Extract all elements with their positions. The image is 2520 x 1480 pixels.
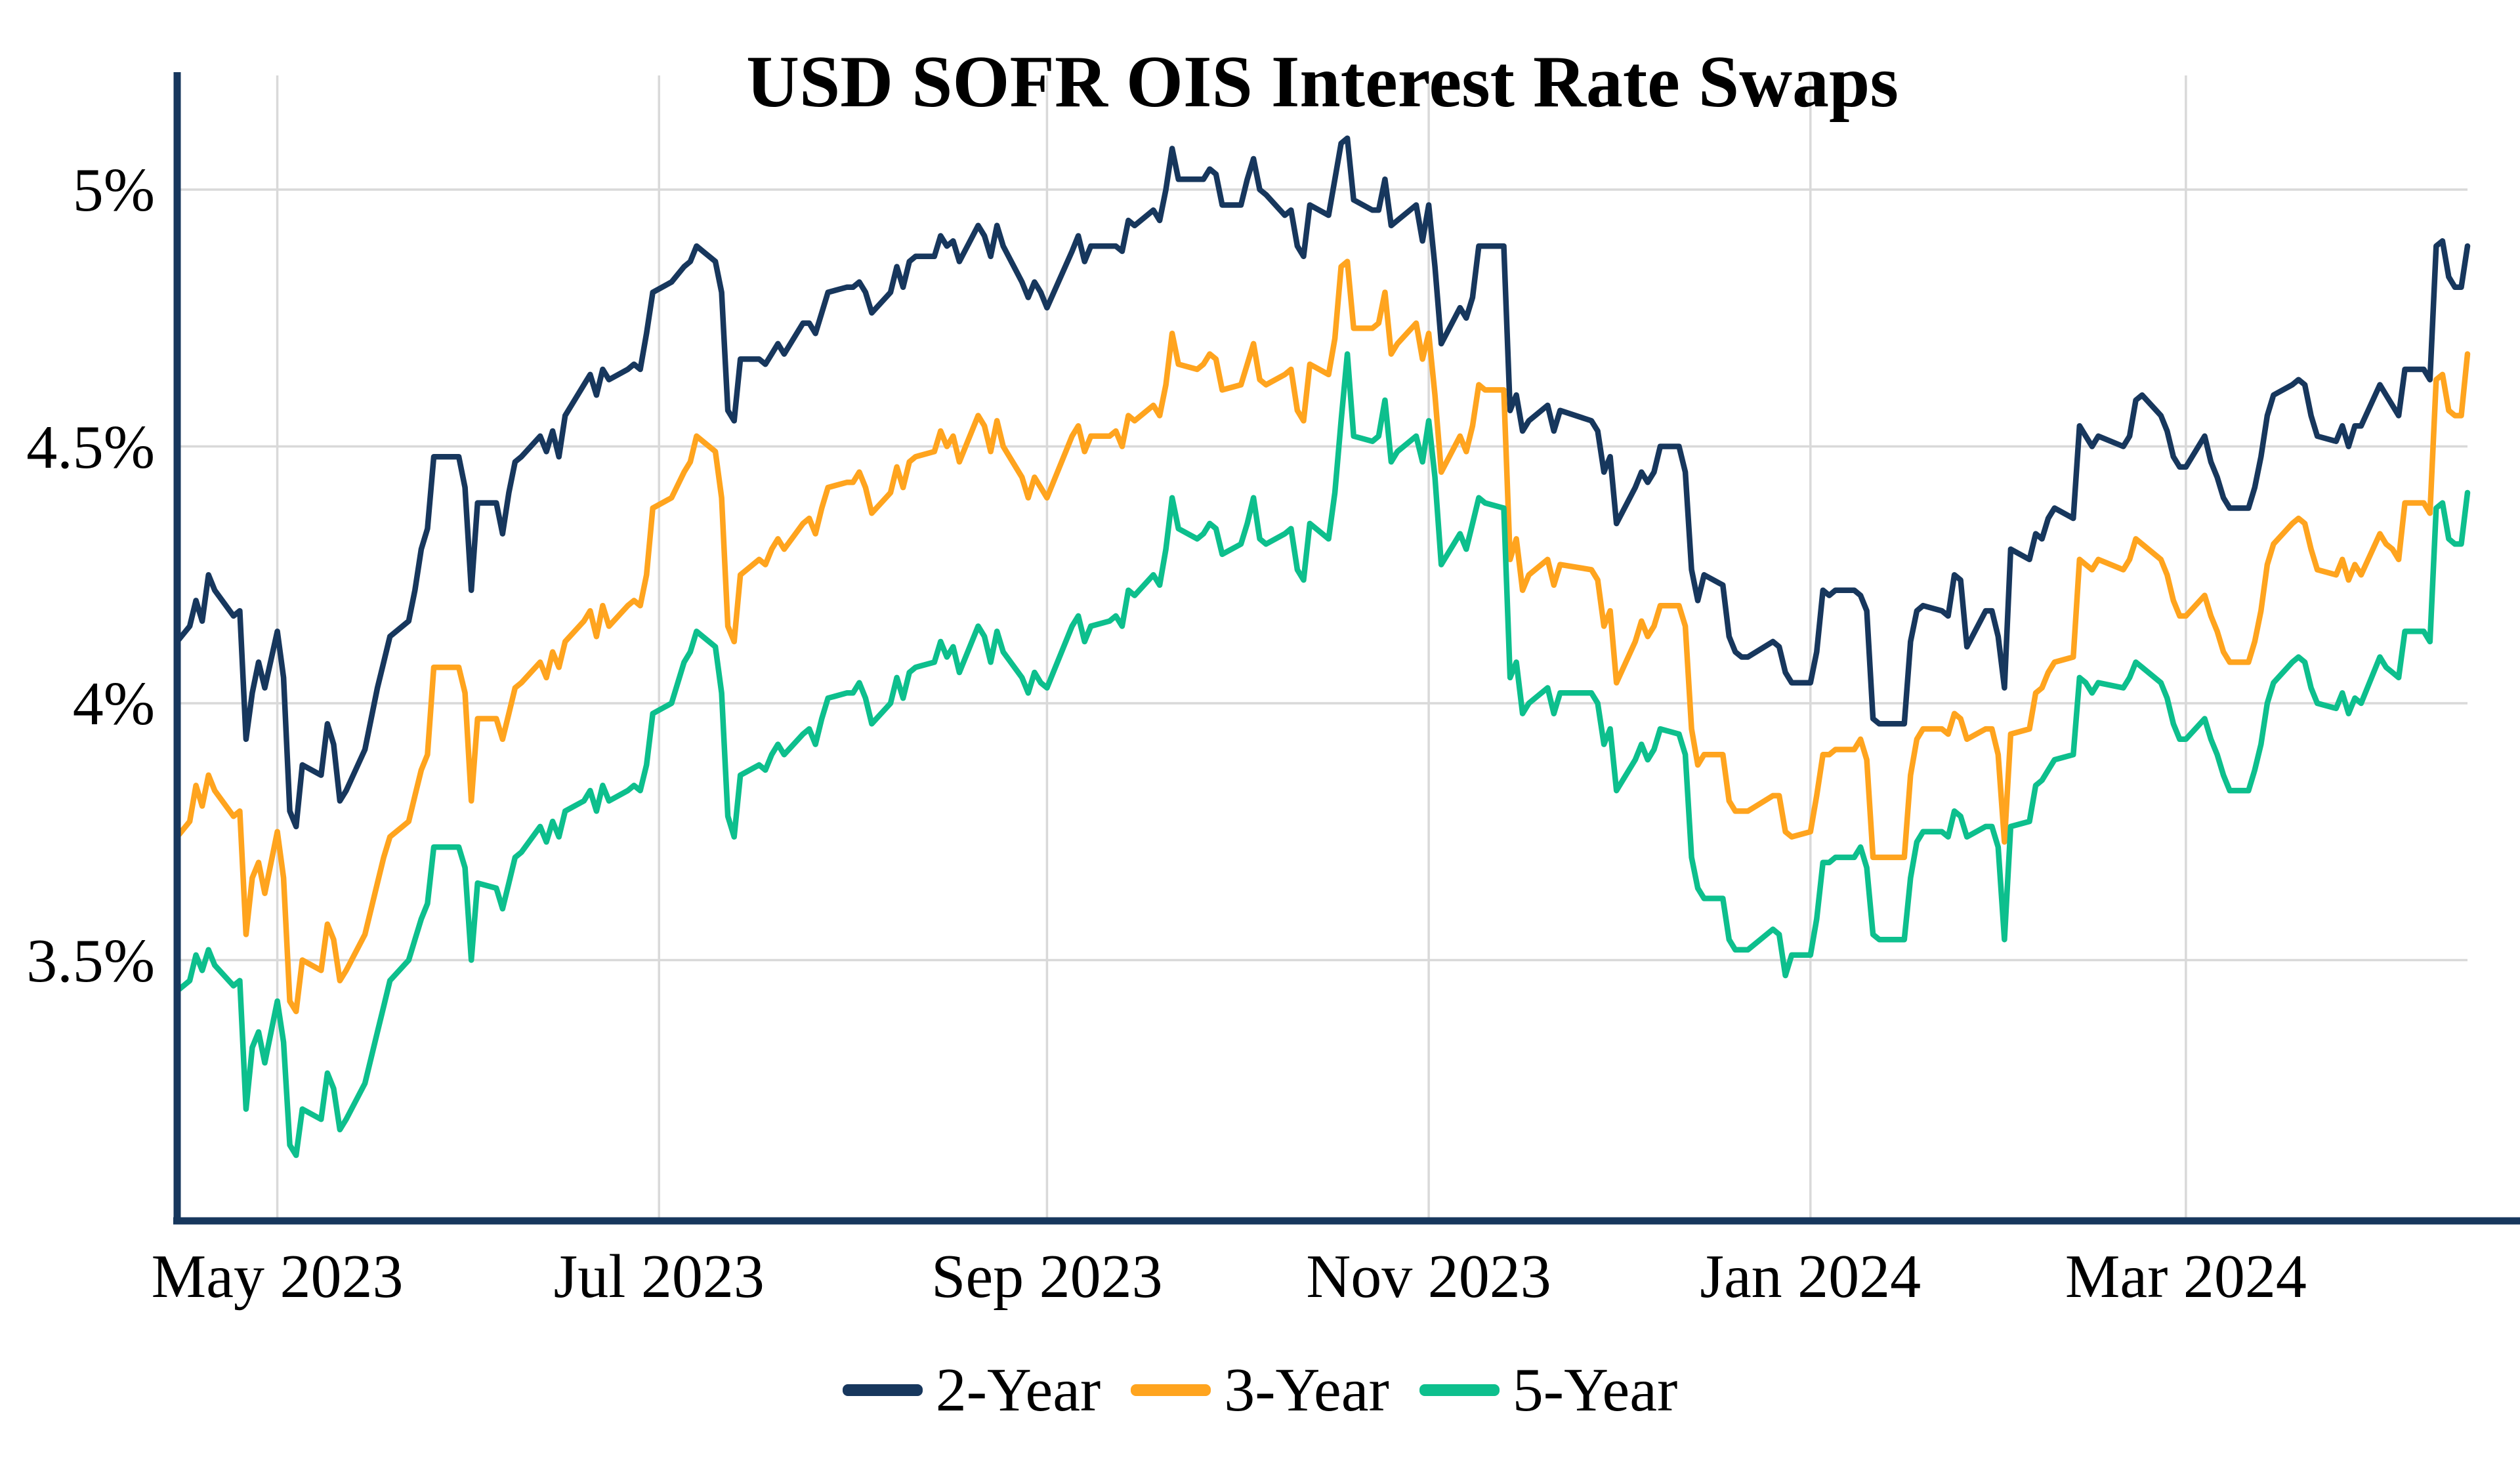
legend-item-2-year: 2-Year [842, 1356, 1101, 1424]
legend-swatch-icon [1131, 1384, 1211, 1396]
y-axis-labels: 5% 4.5% 4% 3.5% [0, 0, 164, 1480]
legend-swatch-icon [1419, 1384, 1500, 1396]
legend: 2-Year 3-Year 5-Year [0, 1359, 2520, 1421]
legend-item-3-year: 3-Year [1131, 1359, 1389, 1421]
legend-label: 2-Year [935, 1356, 1101, 1424]
chart-title: USD SOFR OIS Interest Rate Swaps [746, 41, 1899, 123]
x-tick-label: May 2023 [151, 1243, 404, 1311]
legend-swatch-icon [842, 1384, 923, 1396]
y-tick-label: 4% [72, 670, 155, 738]
x-tick-label: Sep 2023 [931, 1243, 1163, 1311]
series-line-2-year [174, 135, 2471, 830]
series-line-3-year [174, 258, 2471, 1015]
x-tick-label: Mar 2024 [2065, 1243, 2307, 1311]
y-tick-label: 5% [72, 156, 155, 224]
x-tick-label: Jul 2023 [553, 1243, 765, 1311]
x-tick-label: Nov 2023 [1306, 1243, 1551, 1311]
x-tick-label: Jan 2024 [1700, 1243, 1922, 1311]
series-line-5-year [174, 351, 2471, 1159]
legend-label: 3-Year [1224, 1356, 1389, 1424]
legend-item-5-year: 5-Year [1419, 1356, 1678, 1424]
y-tick-label: 4.5% [26, 413, 155, 482]
y-tick-label: 3.5% [26, 926, 155, 995]
legend-label: 5-Year [1512, 1356, 1678, 1424]
